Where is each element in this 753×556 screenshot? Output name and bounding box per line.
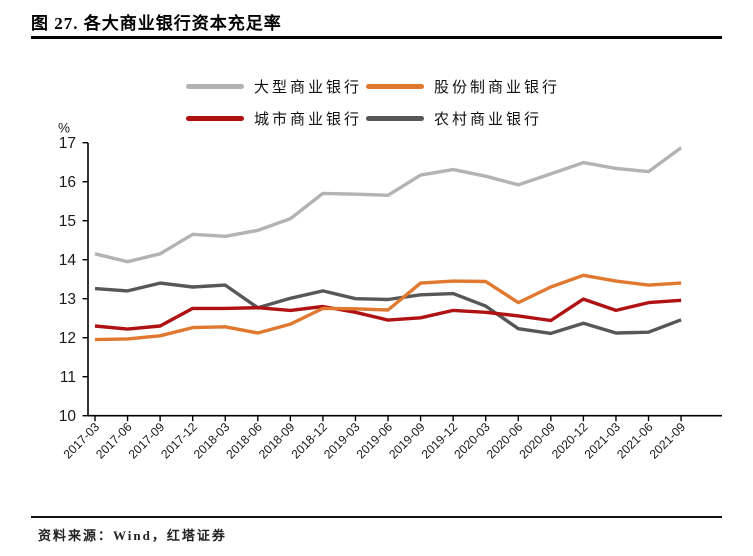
legend-label: 股份制商业银行: [434, 79, 561, 96]
y-tick-label: 16: [59, 174, 76, 191]
series-line-大型商业银行: [94, 146, 683, 264]
legend-item-jointstock-commercial-banks: 股份制商业银行: [366, 76, 560, 97]
legend-line-swatch-gray: [186, 83, 244, 89]
y-axis-unit-label: %: [58, 121, 70, 136]
x-tick-label: 2021-09: [647, 420, 689, 462]
figure-title: 图 27. 各大商业银行资本充足率: [31, 14, 282, 33]
y-tick-label: 13: [59, 291, 76, 308]
legend-item-city-commercial-banks: 城市商业银行: [186, 108, 366, 129]
title-divider: [31, 36, 722, 39]
source-note: 资料来源：Wind，红塔证券: [38, 528, 227, 543]
y-tick-label: 12: [59, 330, 76, 347]
y-tick-label: 11: [60, 369, 76, 386]
series-line-股份制商业银行: [94, 273, 682, 342]
source-divider: [31, 516, 722, 518]
y-tick-label: 15: [59, 213, 76, 230]
legend-item-large-commercial-banks: 大型商业银行: [186, 76, 366, 97]
legend-label: 大型商业银行: [254, 79, 363, 96]
y-tick-label: 10: [59, 408, 77, 425]
legend-item-rural-commercial-banks: 农村商业银行: [366, 108, 560, 129]
legend-label: 农村商业银行: [434, 111, 543, 128]
series-line-农村商业银行: [94, 281, 682, 336]
y-tick-label: 14: [59, 252, 77, 269]
legend-line-swatch-darkgray: [366, 115, 424, 121]
y-tick-label: 17: [59, 135, 76, 152]
legend-label: 城市商业银行: [254, 111, 363, 128]
legend-line-swatch-orange: [366, 83, 424, 89]
chart-legend: 大型商业银行 股份制商业银行 城市商业银行 农村商业银行: [186, 70, 560, 134]
series-line-城市商业银行: [94, 297, 682, 331]
legend-line-swatch-red: [186, 115, 244, 121]
